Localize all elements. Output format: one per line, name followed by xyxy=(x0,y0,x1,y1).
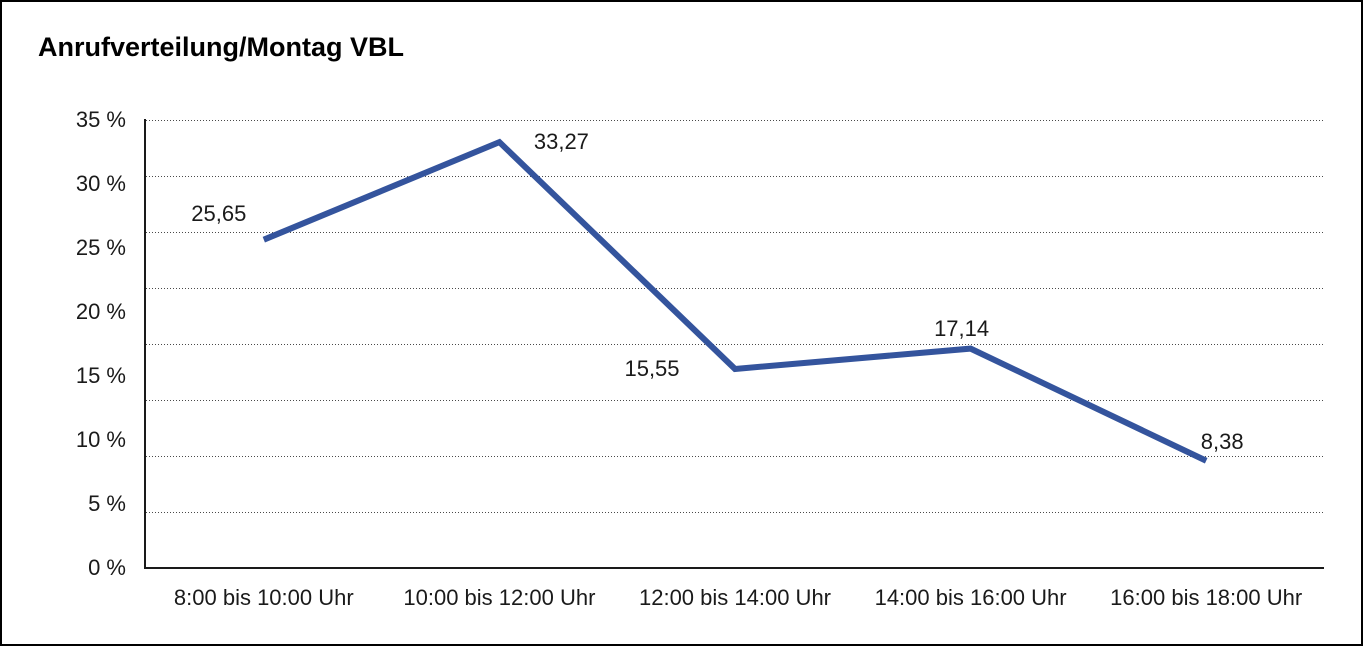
x-tick-label: 16:00 bis 18:00 Uhr xyxy=(1110,585,1303,610)
y-tick-label: 10 % xyxy=(75,427,126,452)
y-tick-label: 15 % xyxy=(75,363,126,388)
y-tick-label: 0 % xyxy=(88,555,126,580)
gridline xyxy=(146,176,1324,177)
x-axis-line xyxy=(144,567,1324,569)
x-tick-label: 12:00 bis 14:00 Uhr xyxy=(638,585,832,610)
y-tick-label: 35 % xyxy=(75,107,126,132)
y-tick-label: 5 % xyxy=(88,491,126,516)
gridline xyxy=(146,400,1324,401)
data-point-label: 25,65 xyxy=(191,200,247,226)
gridline xyxy=(146,120,1324,121)
y-tick-label: 20 % xyxy=(75,299,126,324)
data-point-label: 17,14 xyxy=(934,315,990,341)
y-tick-label: 30 % xyxy=(75,171,126,196)
gridline xyxy=(146,232,1324,233)
data-point-label: 15,55 xyxy=(624,355,680,381)
x-tick-label: 8:00 bis 10:00 Uhr xyxy=(173,585,354,610)
gridline xyxy=(146,344,1324,345)
y-axis-line xyxy=(144,119,146,569)
y-tick-label: 25 % xyxy=(75,235,126,260)
data-line xyxy=(262,138,1208,464)
data-point-label: 8,38 xyxy=(1200,428,1244,454)
gridline xyxy=(146,456,1324,457)
gridline xyxy=(146,512,1324,513)
x-tick-label: 10:00 bis 12:00 Uhr xyxy=(403,585,596,610)
chart-title: Anrufverteilung/Montag VBL xyxy=(38,32,404,62)
gridline xyxy=(146,288,1324,289)
data-point-label: 33,27 xyxy=(533,129,589,155)
x-tick-label: 14:00 bis 16:00 Uhr xyxy=(874,585,1067,610)
